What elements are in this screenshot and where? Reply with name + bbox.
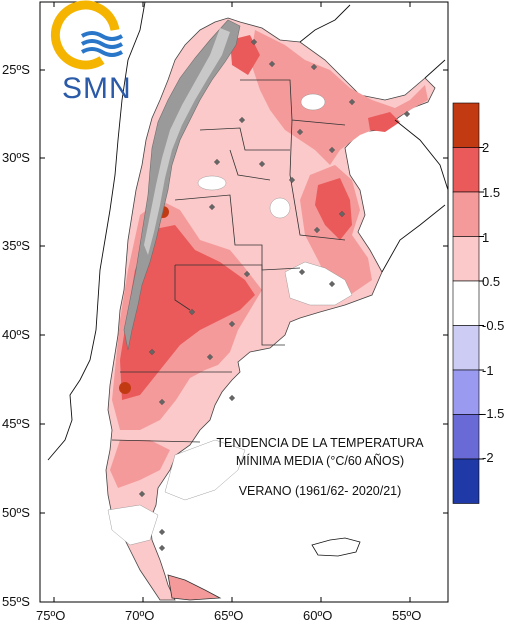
y-tick-label: 30ºS <box>2 150 30 165</box>
map-title-line3: VERANO (1961/62- 2020/21) <box>238 484 402 498</box>
map-title-line2: MÍNIMA MEDIA (°C/60 AÑOS) <box>235 454 405 468</box>
legend-swatch <box>452 325 480 371</box>
map-title-line1: TENDENCIA DE LA TEMPERATURA <box>216 436 424 450</box>
legend-swatch <box>452 369 480 415</box>
andes-relief-light <box>144 28 230 255</box>
legend-label: -0.5 <box>482 318 505 333</box>
y-tick-label: 25ºS <box>2 62 30 77</box>
legend-swatch <box>452 147 480 193</box>
legend-label: -2 <box>482 450 494 465</box>
zone-1_5-2 <box>120 225 255 400</box>
islands <box>311 537 361 557</box>
axis-ticks <box>40 2 448 602</box>
legend-swatch <box>452 191 480 237</box>
logo-wave-icon <box>80 39 124 49</box>
smn-logo <box>50 0 124 70</box>
zone-1_5-2-east <box>315 178 352 240</box>
province-boundaries <box>111 79 346 443</box>
y-tick-label: 55ºS <box>2 594 30 609</box>
zone-1_5-2-ne <box>368 112 400 132</box>
x-tick-label: 70ºO <box>125 608 155 623</box>
legend-label: -1.5 <box>482 406 505 421</box>
hotspot-south <box>119 382 131 394</box>
x-tick-label: 65ºO <box>214 608 244 623</box>
zone-neutral-3 <box>197 175 227 191</box>
logo-wave-icon <box>80 31 124 41</box>
y-tick-label: 35ºS <box>2 238 30 253</box>
y-tick-label: 50ºS <box>2 505 30 520</box>
legend-swatch <box>452 236 480 282</box>
country-borders <box>47 1 449 461</box>
legend-label: -1 <box>482 363 494 378</box>
zone-neutral-tierra <box>107 504 159 546</box>
legend-swatch <box>452 102 480 148</box>
tierra-del-fuego <box>167 574 222 601</box>
legend-swatch <box>452 414 480 460</box>
legend-label: 0.5 <box>482 274 501 289</box>
legend-label: 2 <box>482 140 490 155</box>
x-tick-label: 60ºO <box>303 608 333 623</box>
x-tick-label: 55ºO <box>392 608 422 623</box>
y-tick-label: 45ºS <box>2 416 30 431</box>
legend-label: 1.5 <box>482 185 501 200</box>
logo-sun-icon <box>50 0 120 70</box>
zone-1_5-2-nw <box>230 35 260 75</box>
zone-1-1_5-south <box>110 440 170 488</box>
legend-swatch <box>452 458 480 504</box>
station-markers <box>138 38 411 552</box>
x-tick-label: 75ºO <box>36 608 66 623</box>
andes-relief <box>123 19 241 351</box>
zone-neutral-south <box>164 439 246 501</box>
logo-text: SMN <box>62 72 132 105</box>
logo-wave-icon <box>80 47 124 57</box>
legend-label: 1 <box>482 230 490 245</box>
legend-colorbar <box>452 102 484 504</box>
legend-swatch <box>452 280 480 326</box>
zone-neutral-4 <box>269 197 291 219</box>
zone-1-1_5-north <box>250 30 428 165</box>
zone-neutral-2 <box>300 93 326 111</box>
y-tick-label: 40ºS <box>2 327 30 342</box>
